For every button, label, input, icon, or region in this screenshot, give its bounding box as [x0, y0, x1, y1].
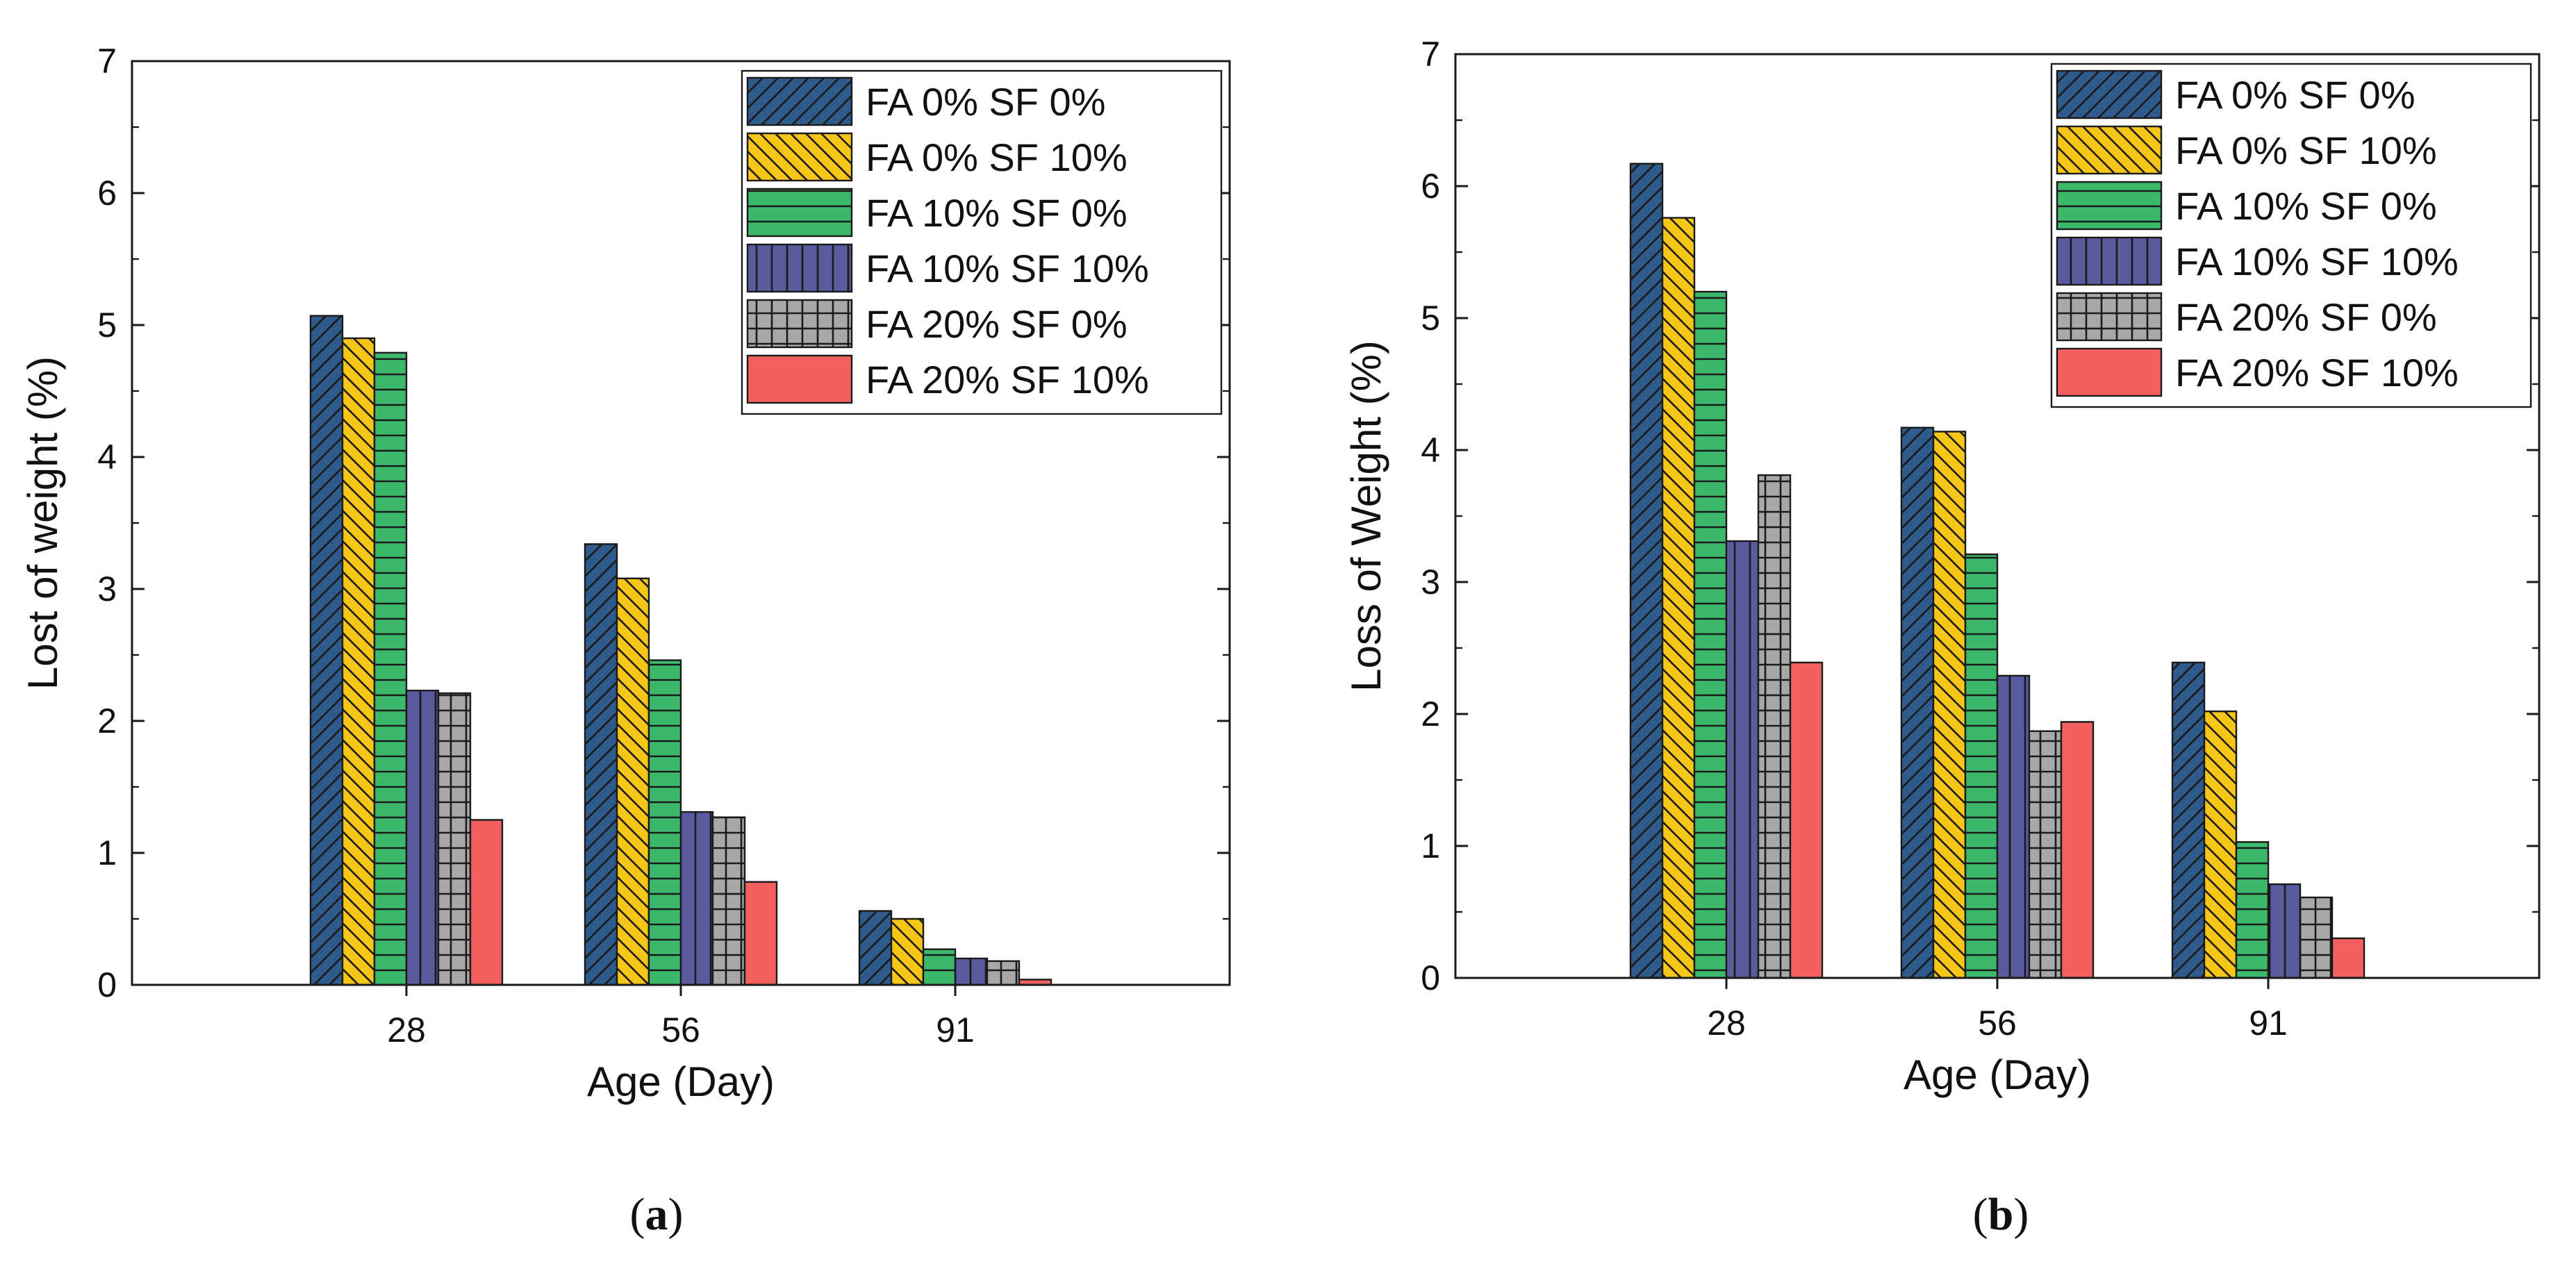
- legend-label-fa-0-sf-10: FA 0% SF 10%: [866, 135, 1128, 179]
- caption-letter: a: [645, 1189, 668, 1240]
- bar-fa-0-sf-10-day-28: [1661, 217, 1696, 979]
- bar-fa-0-sf-0-day-56: [584, 543, 618, 986]
- x-tick-label: 56: [1978, 1004, 2017, 1042]
- y-tick-label: 5: [1421, 299, 1440, 338]
- caption-close-paren: ): [668, 1189, 684, 1240]
- bar-fa-10-sf-0-day-91: [2235, 841, 2270, 979]
- x-tick-label: 91: [936, 1011, 975, 1049]
- bar-fa-0-sf-0-day-56: [1900, 426, 1935, 979]
- bar-fa-10-sf-10-day-28: [1725, 540, 1760, 979]
- legend-label-fa-20-sf-0: FA 20% SF 0%: [866, 302, 1128, 346]
- x-tick-label: 28: [1707, 1004, 1746, 1042]
- legend-label-fa-0-sf-0: FA 0% SF 0%: [866, 80, 1106, 124]
- caption-close-paren: ): [2013, 1189, 2029, 1240]
- bar-fa-10-sf-10-day-56: [679, 811, 714, 986]
- y-tick-label: 7: [97, 42, 117, 81]
- y-axis-title: Lost of weight (%): [19, 356, 66, 690]
- legend-swatch-fa-0-sf-0: [746, 76, 853, 126]
- legend-label-fa-10-sf-10: FA 10% SF 10%: [2175, 240, 2459, 283]
- bar-fa-0-sf-0-day-91: [858, 910, 893, 986]
- y-tick-label: 1: [1421, 826, 1440, 865]
- legend-label-fa-10-sf-10: FA 10% SF 10%: [866, 247, 1149, 290]
- bar-fa-10-sf-10-day-91: [2267, 883, 2302, 979]
- x-tick-label: 91: [2249, 1004, 2288, 1042]
- bar-fa-0-sf-0-day-28: [309, 315, 344, 986]
- bar-fa-20-sf-0-day-28: [1757, 474, 1792, 979]
- bar-fa-10-sf-10-day-28: [405, 690, 440, 986]
- legend-swatch-fa-20-sf-0: [2056, 292, 2163, 342]
- panel-caption: (b): [1973, 1189, 2029, 1240]
- legend-swatch-fa-10-sf-10: [2056, 236, 2163, 286]
- caption-open-paren: (: [1973, 1189, 1988, 1240]
- bar-fa-20-sf-10-day-56: [2060, 721, 2095, 979]
- bar-fa-10-sf-0-day-28: [373, 351, 408, 986]
- bar-fa-20-sf-0-day-56: [711, 816, 746, 986]
- legend-label-fa-20-sf-10: FA 20% SF 10%: [2175, 351, 2459, 394]
- bar-fa-20-sf-0-day-56: [2028, 730, 2063, 979]
- legend-label-fa-0-sf-0: FA 0% SF 0%: [2175, 73, 2416, 117]
- y-tick-label: 3: [97, 570, 117, 608]
- panel-caption: (a): [630, 1189, 684, 1240]
- legend-swatch-fa-10-sf-0: [746, 188, 853, 238]
- legend-label-fa-20-sf-10: FA 20% SF 10%: [866, 358, 1149, 401]
- legend-swatch-fa-20-sf-10: [746, 354, 853, 404]
- bar-fa-0-sf-10-day-91: [890, 917, 925, 986]
- bar-fa-0-sf-10-day-91: [2203, 710, 2238, 979]
- y-tick-label: 6: [97, 174, 117, 213]
- bar-fa-10-sf-10-day-56: [1996, 674, 2031, 979]
- bar-fa-10-sf-0-day-91: [922, 948, 957, 986]
- bar-fa-0-sf-10-day-56: [616, 577, 650, 986]
- y-tick-label: 5: [97, 306, 117, 344]
- y-tick-label: 2: [1421, 695, 1440, 733]
- x-tick-label: 56: [661, 1011, 700, 1049]
- bar-fa-0-sf-0-day-28: [1629, 163, 1664, 979]
- y-tick-label: 2: [97, 701, 117, 740]
- bar-fa-20-sf-10-day-91: [2331, 937, 2366, 979]
- caption-letter: b: [1988, 1189, 2014, 1240]
- bar-fa-0-sf-0-day-91: [2171, 661, 2206, 979]
- legend-swatch-fa-0-sf-0: [2056, 69, 2163, 119]
- x-tick-label: 28: [387, 1011, 426, 1049]
- y-tick-label: 6: [1421, 167, 1440, 206]
- legend-swatch-fa-20-sf-10: [2056, 347, 2163, 397]
- legend-swatch-fa-10-sf-0: [2056, 181, 2163, 231]
- bar-fa-20-sf-10-day-28: [469, 819, 504, 986]
- bar-fa-0-sf-10-day-28: [341, 337, 376, 986]
- legend-swatch-fa-0-sf-10: [746, 132, 853, 182]
- legend: FA 0% SF 0% FA 0% SF 10% FA 10% SF 0% FA 10…: [741, 69, 1223, 415]
- bar-fa-20-sf-0-day-91: [2299, 896, 2334, 979]
- y-tick-label: 4: [1421, 431, 1440, 470]
- x-axis-title: Age (Day): [1904, 1052, 2091, 1098]
- bar-fa-20-sf-10-day-28: [1789, 661, 1824, 979]
- y-tick-label: 0: [1421, 958, 1440, 997]
- legend-label-fa-0-sf-10: FA 0% SF 10%: [2175, 128, 2437, 172]
- legend-label-fa-20-sf-0: FA 20% SF 0%: [2175, 295, 2437, 339]
- y-tick-label: 0: [97, 965, 117, 1004]
- legend-swatch-fa-10-sf-10: [746, 243, 853, 293]
- bar-fa-20-sf-0-day-28: [437, 692, 472, 986]
- legend-swatch-fa-0-sf-10: [2056, 125, 2163, 175]
- y-tick-label: 3: [1421, 563, 1440, 601]
- bar-fa-10-sf-0-day-28: [1693, 290, 1728, 979]
- y-tick-label: 1: [97, 833, 117, 872]
- legend-label-fa-10-sf-0: FA 10% SF 0%: [866, 191, 1128, 235]
- caption-open-paren: (: [630, 1189, 645, 1240]
- y-axis-title: Loss of Weight (%): [1343, 340, 1389, 692]
- bar-fa-10-sf-0-day-56: [647, 659, 682, 986]
- bar-fa-0-sf-10-day-56: [1932, 431, 1967, 979]
- bar-fa-10-sf-0-day-56: [1964, 553, 1999, 979]
- bar-fa-10-sf-10-day-91: [954, 957, 989, 986]
- x-axis-title: Age (Day): [587, 1058, 775, 1105]
- y-tick-label: 4: [97, 438, 117, 476]
- legend-label-fa-10-sf-0: FA 10% SF 0%: [2175, 184, 2437, 228]
- legend-swatch-fa-20-sf-0: [746, 299, 853, 349]
- y-tick-label: 7: [1421, 35, 1440, 74]
- legend: FA 0% SF 0% FA 0% SF 10% FA 10% SF 0% FA 10…: [2050, 63, 2532, 408]
- bar-fa-20-sf-0-day-91: [986, 960, 1021, 986]
- bar-fa-20-sf-10-day-56: [743, 881, 778, 986]
